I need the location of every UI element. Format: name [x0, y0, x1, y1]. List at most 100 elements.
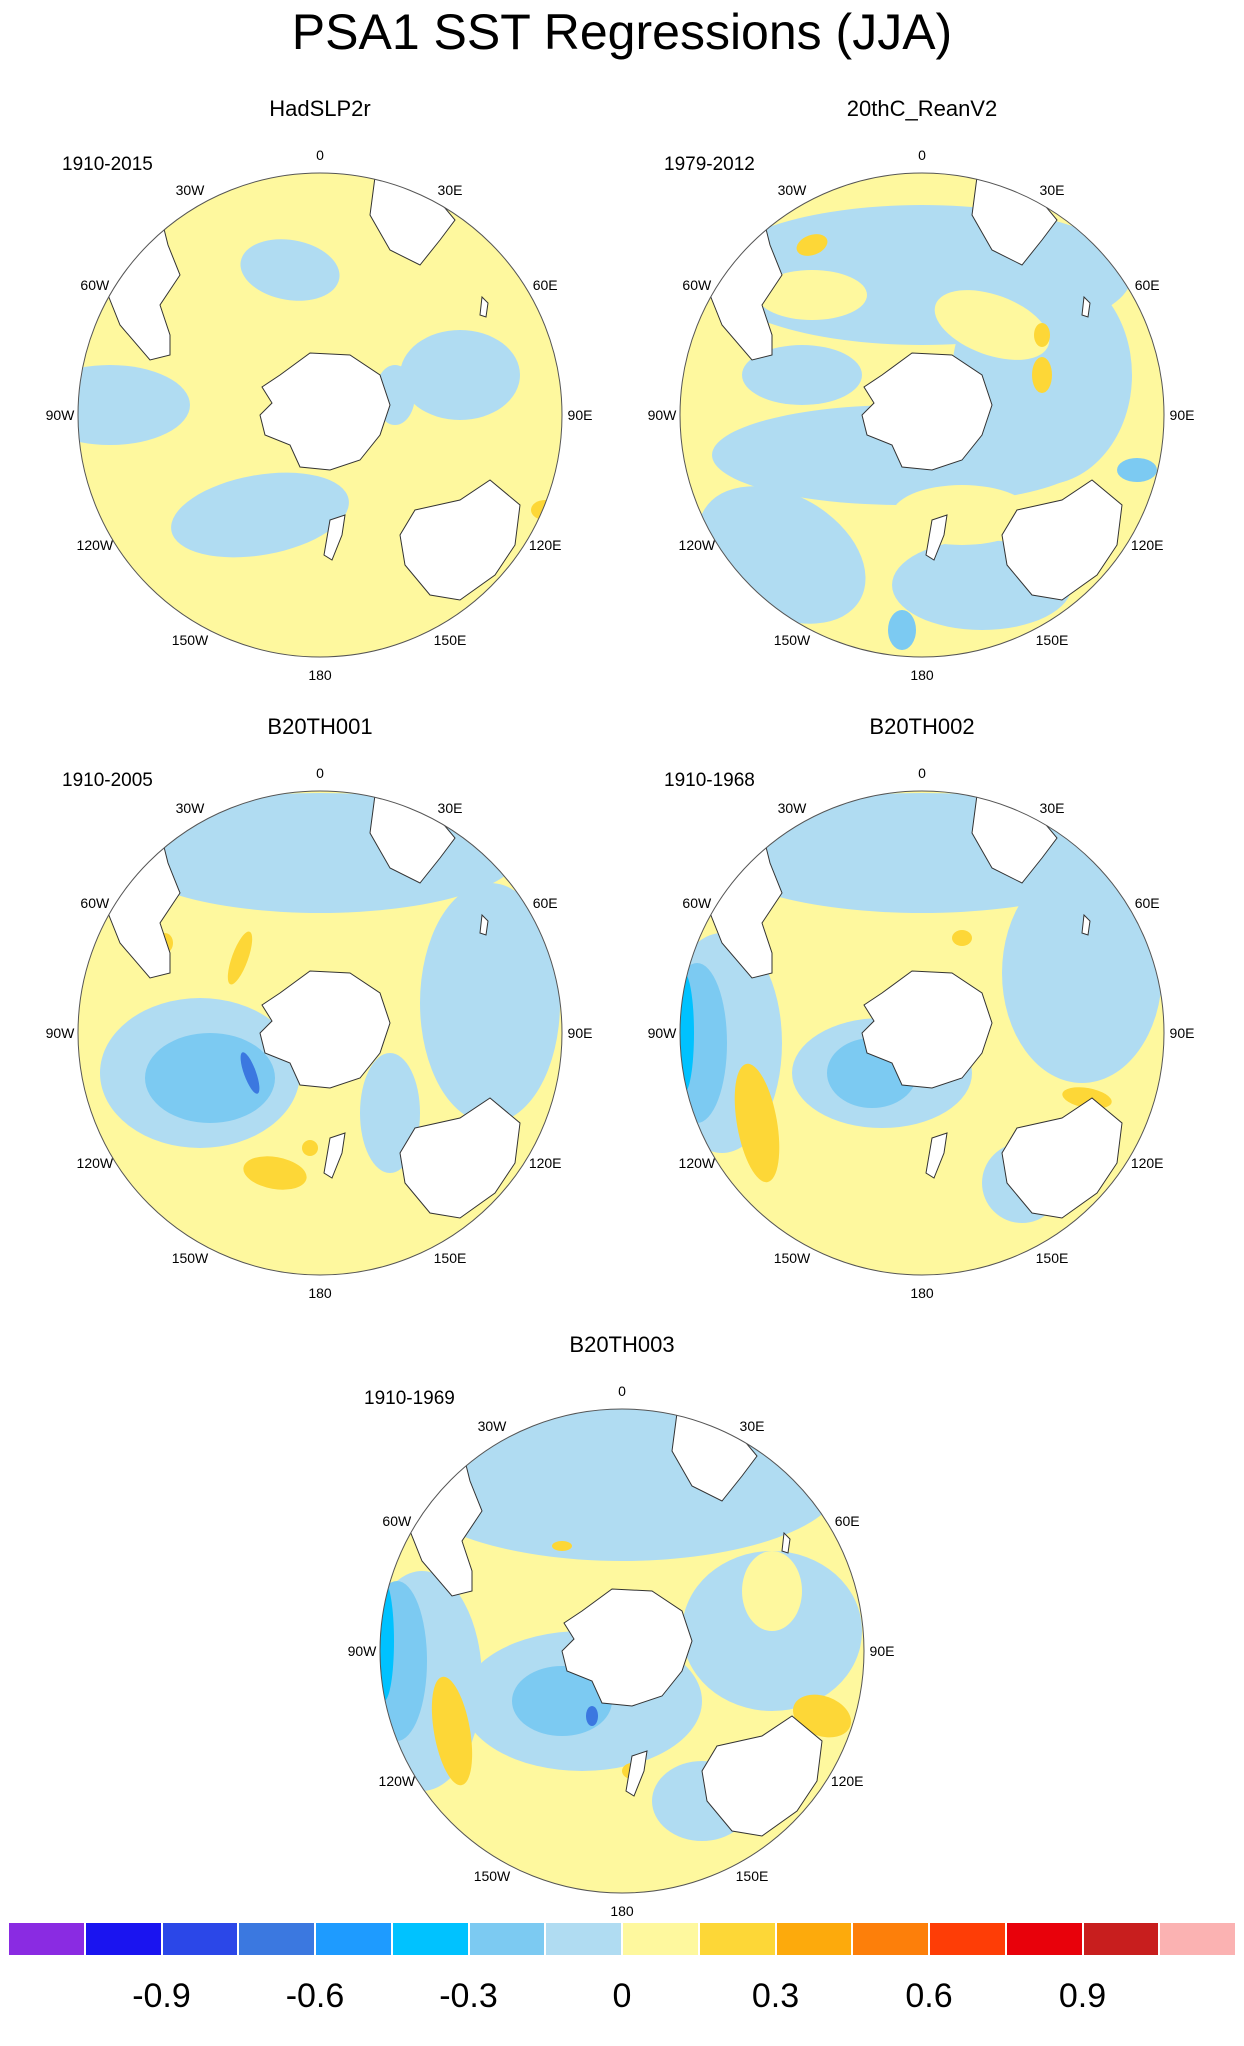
- longitude-label: 150E: [434, 632, 467, 648]
- longitude-label: 120W: [379, 1773, 416, 1789]
- longitude-label: 90E: [1170, 407, 1195, 423]
- anomaly-field: [380, 1409, 864, 1893]
- polar-map: 0 30E 60E 90E 120E 150E 180 150W 120W 90W 60W 30W: [648, 147, 1195, 683]
- longitude-label: 150W: [172, 1250, 209, 1266]
- panel-hadslp2r: HadSLP2r 1910-2015 0 30E 60E 90E 120E 150E 180…: [40, 95, 600, 715]
- colorbar-tick-label: 0.6: [905, 1977, 953, 2015]
- longitude-label: 30W: [478, 1418, 508, 1434]
- colorbar-box: [161, 1922, 239, 1956]
- longitude-label: 0: [316, 765, 324, 781]
- positive-anomaly-region: [1062, 1087, 1112, 1109]
- longitude-label: 60W: [682, 895, 712, 911]
- positive-anomaly-region: [892, 485, 1032, 545]
- australia-landmass: [399, 1097, 521, 1219]
- longitude-label: 120E: [529, 537, 562, 553]
- madagascar-landmass: [1081, 913, 1091, 936]
- antarctica-landmass: [861, 970, 993, 1089]
- longitude-label: 180: [910, 667, 934, 683]
- map-boundary: [77, 790, 563, 1276]
- colorbar-box: [468, 1922, 546, 1956]
- negative-anomaly-region: [400, 330, 520, 420]
- longitude-label: 60E: [533, 277, 558, 293]
- colorbar-box: [1005, 1922, 1083, 1956]
- longitude-label: 120W: [77, 537, 114, 553]
- colorbar-tick-label: -0.3: [439, 1977, 498, 2015]
- polar-map: 0 30E 60E 90E 120E 150E 180 150W 120W 90W 60W 30W: [46, 147, 593, 683]
- period-label: 1979-2012: [664, 154, 755, 175]
- longitude-label: 30E: [740, 1418, 765, 1434]
- negative-anomaly-region: [888, 610, 916, 650]
- madagascar-landmass: [479, 913, 489, 936]
- panel-b20th002: B20TH002 1910-1968 0 30E 60E 90E 120E 150E 180…: [642, 713, 1202, 1333]
- positive-anomaly-region: [552, 1541, 572, 1551]
- panel-title: B20TH002: [869, 714, 975, 739]
- longitude-label: 60W: [80, 277, 110, 293]
- negative-anomaly-region: [240, 1052, 260, 1094]
- negative-anomaly-region: [1002, 863, 1162, 1083]
- antarctica-landmass: [259, 352, 391, 471]
- colorbar-tick-label: -0.6: [285, 1977, 345, 2015]
- longitude-label: 120W: [679, 537, 716, 553]
- period-label: 1910-1968: [664, 770, 755, 791]
- longitude-label: 0: [618, 1383, 626, 1399]
- new-zealand-landmass: [925, 1132, 948, 1179]
- madagascar-landmass: [781, 1531, 791, 1554]
- anomaly-field: [78, 791, 562, 1275]
- longitude-label: 0: [316, 147, 324, 163]
- longitude-label: 150E: [1036, 1250, 1069, 1266]
- longitude-label: 60E: [1135, 895, 1160, 911]
- panel-20thc-reanv2: 20thC_ReanV2 1979-2012 0 30E 60E 90E 120E 150…: [642, 95, 1202, 715]
- colorbar-box: [315, 1922, 392, 1956]
- madagascar-landmass: [1081, 295, 1091, 318]
- australia-landmass: [1001, 479, 1123, 601]
- positive-anomaly-region: [742, 1551, 802, 1631]
- figure-title: PSA1 SST Regressions (JJA): [291, 4, 953, 60]
- positive-anomaly-region: [302, 1140, 318, 1156]
- negative-anomaly-region: [240, 239, 340, 301]
- longitude-label: 120E: [1131, 1155, 1164, 1171]
- negative-anomaly-region: [680, 963, 727, 1123]
- colorbar: [8, 1922, 1236, 1956]
- period-label: 1910-2015: [62, 154, 153, 175]
- polar-map: 0 30E 60E 90E 120E 150E 180 150W 120W 90W 60W 30W: [46, 765, 593, 1301]
- positive-anomaly-region: [792, 1694, 852, 1738]
- longitude-label: 120E: [831, 1773, 864, 1789]
- colorbar-tick-label: 0: [612, 1977, 632, 2015]
- australia-landmass: [701, 1715, 823, 1837]
- polar-map: 0 30E 60E 90E 120E 150E 180 150W 120W 90W 60W 30W: [648, 765, 1195, 1301]
- longitude-label: 180: [610, 1903, 634, 1919]
- longitude-label: 90E: [870, 1643, 895, 1659]
- colorbar-tick-label: 0.9: [1058, 1977, 1107, 2015]
- longitude-label: 180: [308, 1285, 332, 1301]
- positive-anomaly-region: [934, 290, 1050, 360]
- negative-anomaly-region: [1117, 458, 1157, 482]
- colorbar-box: [391, 1922, 469, 1956]
- map-boundary: [679, 172, 1165, 658]
- longitude-label: 150W: [172, 632, 209, 648]
- longitude-label: 30W: [778, 800, 808, 816]
- longitude-label: 0: [918, 765, 926, 781]
- anomaly-field: [680, 791, 1164, 1275]
- longitude-label: 150W: [774, 632, 811, 648]
- longitude-label: 90W: [46, 1025, 76, 1041]
- longitude-label: 30E: [1040, 800, 1065, 816]
- negative-anomaly-region: [586, 1706, 598, 1726]
- longitude-label: 150E: [434, 1250, 467, 1266]
- colorbar-box: [1159, 1922, 1236, 1956]
- longitude-label: 90E: [1170, 1025, 1195, 1041]
- positive-anomaly-region: [952, 930, 972, 946]
- panel-title: 20thC_ReanV2: [846, 96, 998, 121]
- colorbar-box: [1082, 1922, 1160, 1956]
- longitude-label: 180: [910, 1285, 934, 1301]
- longitude-label: 150E: [736, 1868, 769, 1884]
- colorbar-tick-label: -0.9: [132, 1977, 191, 2015]
- longitude-label: 90W: [648, 1025, 678, 1041]
- madagascar-landmass: [479, 295, 489, 318]
- positive-anomaly-region: [1032, 357, 1052, 393]
- positive-anomaly-region: [243, 1156, 307, 1190]
- longitude-label: 30W: [778, 182, 808, 198]
- negative-anomaly-region: [420, 883, 560, 1123]
- anomaly-field: [680, 173, 1164, 657]
- antarctica-landmass: [561, 1588, 693, 1707]
- longitude-label: 90W: [648, 407, 678, 423]
